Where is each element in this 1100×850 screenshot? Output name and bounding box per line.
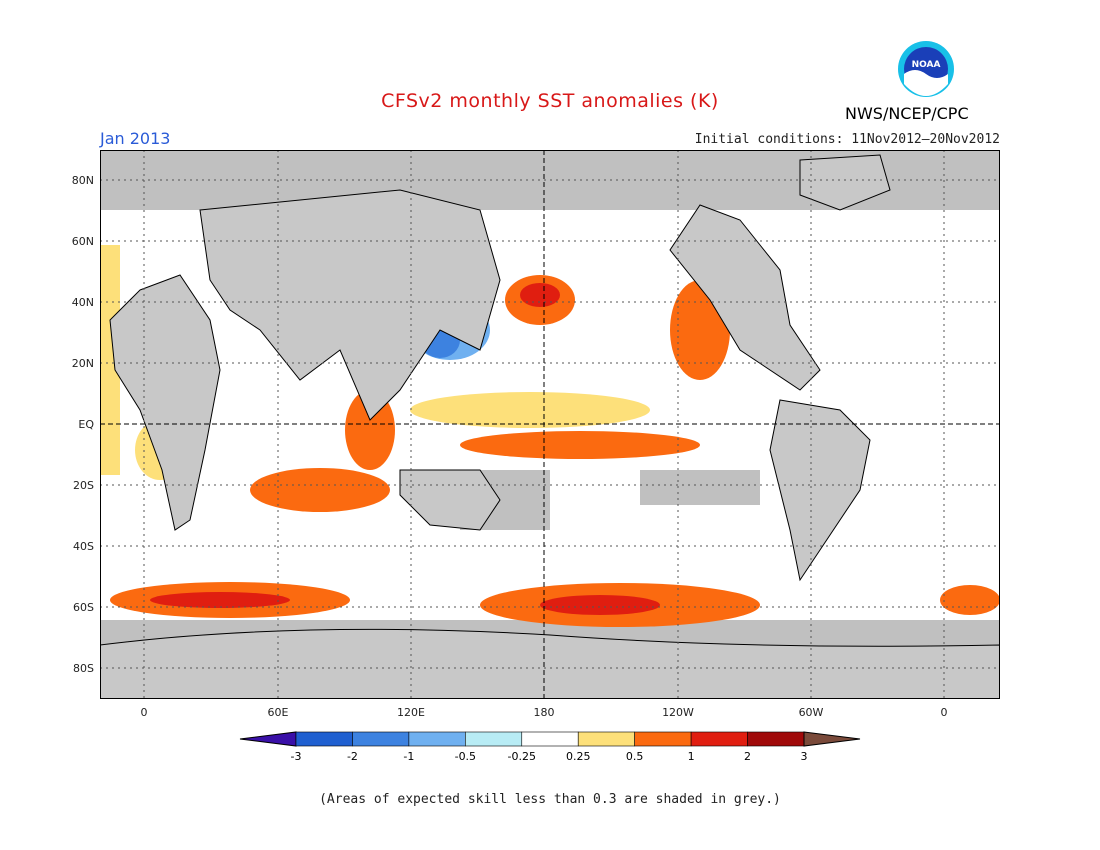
noaa-logo-icon: NOAA xyxy=(898,41,954,97)
lat-label-60n: 60N xyxy=(72,235,94,248)
lon-label-0-east: 0 xyxy=(941,706,948,719)
reference-lines xyxy=(100,150,1000,699)
lon-label-120w: 120W xyxy=(662,706,694,719)
colorbar-label: -1 xyxy=(403,750,414,763)
chart-title: CFSv2 monthly SST anomalies (K) xyxy=(381,90,719,112)
colorbar-label: 0.25 xyxy=(566,750,591,763)
colorbar-segment xyxy=(521,731,579,747)
colorbar-low-end xyxy=(239,731,297,747)
land-masses xyxy=(100,154,1000,699)
colorbar-label: 0.5 xyxy=(626,750,644,763)
agency-label: NWS/NCEP/CPC xyxy=(845,104,969,123)
lat-label-40s: 40S xyxy=(73,540,94,553)
forecast-month: Jan 2013 xyxy=(100,129,171,148)
colorbar-segment xyxy=(747,731,805,747)
colorbar-label: 2 xyxy=(744,750,751,763)
colorbar-segment xyxy=(465,731,523,747)
colorbar: -3 -2 -1 -0.5 -0.25 0.25 0.5 1 2 3 xyxy=(239,731,861,763)
colorbar-segment xyxy=(690,731,748,747)
colorbar-high-end xyxy=(803,731,861,747)
colorbar-segment xyxy=(352,731,410,747)
lat-label-20n: 20N xyxy=(72,357,94,370)
colorbar-segment xyxy=(634,731,692,747)
colorbar-label: -0.5 xyxy=(455,750,476,763)
lat-label-20s: 20S xyxy=(73,479,94,492)
lon-label-60e: 60E xyxy=(268,706,289,719)
colorbar-label: -3 xyxy=(291,750,302,763)
longitude-labels: 0 60E 120E 180 120W 60W 0 xyxy=(141,706,948,719)
colorbar-label: 1 xyxy=(688,750,695,763)
lat-label-80n: 80N xyxy=(72,174,94,187)
logo-text: NOAA xyxy=(912,60,941,70)
colorbar-label: -0.25 xyxy=(508,750,536,763)
gridlines xyxy=(100,150,1000,699)
colorbar-label: -2 xyxy=(347,750,358,763)
lat-label-40n: 40N xyxy=(72,296,94,309)
colorbar-segment xyxy=(295,731,353,747)
footnote: (Areas of expected skill less than 0.3 a… xyxy=(319,792,781,807)
sst-anomaly-map xyxy=(100,150,1000,699)
lon-label-0: 0 xyxy=(141,706,148,719)
lat-label-eq: EQ xyxy=(78,418,94,431)
lon-label-60w: 60W xyxy=(799,706,824,719)
lat-label-80s: 80S xyxy=(73,662,94,675)
latitude-labels: 80N 60N 40N 20N EQ 20S 40S 60S 80S xyxy=(72,174,95,675)
initial-conditions: Initial conditions: 11Nov2012–20Nov2012 xyxy=(694,132,1000,147)
colorbar-segment xyxy=(408,731,466,747)
colorbar-label: 3 xyxy=(801,750,808,763)
lon-label-120e: 120E xyxy=(397,706,425,719)
lon-label-180: 180 xyxy=(534,706,555,719)
lat-label-60s: 60S xyxy=(73,601,94,614)
colorbar-segment xyxy=(577,731,635,747)
